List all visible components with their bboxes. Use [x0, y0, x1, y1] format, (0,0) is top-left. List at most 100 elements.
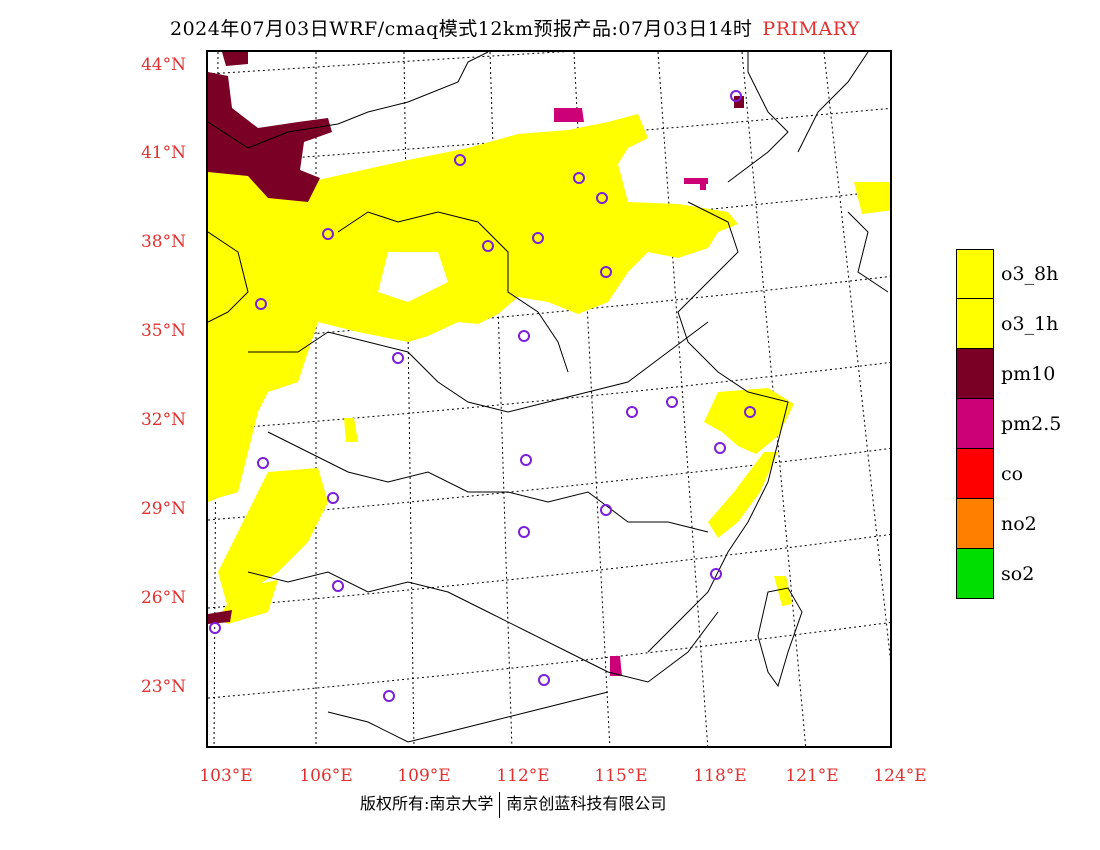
o3-sichuan — [218, 468, 328, 608]
lat-line-41 — [208, 107, 890, 165]
map-panel[interactable] — [206, 50, 892, 748]
lat-line-29 — [208, 448, 890, 521]
station-marker — [538, 674, 550, 686]
station-marker — [573, 172, 585, 184]
pm25-guangdong — [610, 656, 622, 676]
legend-swatch — [956, 549, 994, 599]
pm25-areas — [554, 108, 708, 676]
pm10-areas — [208, 52, 744, 624]
legend-item-pm10: pm10 — [956, 349, 1061, 399]
border-south — [247, 571, 719, 683]
station-marker — [518, 526, 530, 538]
o3-korea-patch — [854, 182, 890, 214]
lon-label-109: 109°E — [397, 766, 451, 786]
station-marker — [600, 266, 612, 278]
station-marker — [744, 406, 756, 418]
station-marker — [383, 690, 395, 702]
pm10-yunnan — [208, 610, 232, 624]
pollutant-legend: o3_8h o3_1h pm10 pm2.5 co no2 so2 — [956, 249, 1061, 599]
pm10-top — [222, 52, 248, 66]
lat-label-32: 32°N — [140, 410, 186, 430]
copyright-right: 南京创蓝科技有限公司 — [506, 794, 667, 813]
pm10-liaoning — [734, 96, 744, 108]
station-marker — [322, 228, 334, 240]
lon-label-124: 124°E — [873, 766, 927, 786]
o3-yunnan-patch — [218, 580, 278, 624]
station-marker — [255, 298, 267, 310]
legend-label: co — [1001, 463, 1024, 485]
pm25-bohai — [700, 180, 706, 190]
border-west — [208, 231, 249, 323]
pm10-inner-mongolia — [208, 72, 332, 202]
title-text: 2024年07月03日WRF/cmaq模式12km预报产品:07月03日14时 — [170, 18, 753, 40]
border-north — [208, 52, 489, 149]
legend-swatch — [956, 349, 994, 399]
lat-label-44: 44°N — [140, 55, 186, 75]
station-marker — [518, 330, 530, 342]
lon-line-124 — [823, 52, 890, 661]
station-marker — [257, 457, 269, 469]
station-marker — [532, 232, 544, 244]
legend-label: o3_1h — [1001, 313, 1059, 335]
legend-item-no2: no2 — [956, 499, 1061, 549]
legend-swatch — [956, 249, 994, 299]
station-marker — [482, 240, 494, 252]
o3-areas — [208, 114, 890, 624]
station-marker — [596, 192, 608, 204]
legend-label: pm2.5 — [1001, 413, 1062, 435]
o3-small-patch — [344, 418, 358, 442]
legend-item-o3-1h: o3_1h — [956, 299, 1061, 349]
footer-divider — [499, 791, 501, 818]
pm25-north — [554, 108, 584, 122]
clean-pocket — [378, 252, 448, 302]
lat-line-35 — [208, 275, 890, 343]
station-marker — [714, 442, 726, 454]
lat-label-35: 35°N — [140, 321, 186, 341]
lat-line-44 — [208, 52, 566, 75]
primary-tag: PRIMARY — [762, 18, 860, 40]
border-river — [248, 321, 709, 413]
lat-label-29: 29°N — [140, 499, 186, 519]
lon-label-115: 115°E — [594, 766, 648, 786]
o3-north-plain — [208, 114, 738, 502]
station-marker — [392, 352, 404, 364]
legend-item-pm25: pm2.5 — [956, 399, 1061, 449]
boundaries — [208, 52, 889, 743]
station-marker — [454, 154, 466, 166]
station-marker — [332, 580, 344, 592]
lon-label-118: 118°E — [693, 766, 747, 786]
station-marker — [730, 90, 742, 102]
taiwan — [757, 587, 803, 688]
legend-item-so2: so2 — [956, 549, 1061, 599]
coastline-east — [647, 201, 789, 653]
legend-swatch — [956, 299, 994, 349]
station-marker — [209, 622, 221, 634]
lat-label-41: 41°N — [140, 143, 186, 163]
station-marker — [520, 454, 532, 466]
border-korea — [797, 52, 869, 153]
copyright-footer: 版权所有:南京大学 南京创蓝科技有限公司 — [360, 790, 666, 818]
border-south-central — [267, 431, 709, 533]
lon-line-118 — [657, 52, 709, 746]
legend-label: o3_8h — [1001, 263, 1059, 285]
lat-label-23: 23°N — [140, 677, 186, 697]
lat-line-38 — [208, 189, 890, 253]
border-northeast — [727, 52, 789, 183]
copyright-left: 版权所有:南京大学 — [360, 794, 494, 813]
o3-taiwan-patch — [774, 576, 792, 606]
legend-swatch — [956, 449, 994, 499]
station-marker — [666, 396, 678, 408]
station-marker — [626, 406, 638, 418]
lat-line-26 — [208, 534, 890, 609]
lon-label-106: 106°E — [299, 766, 353, 786]
lat-label-38: 38°N — [140, 232, 186, 252]
coastline-south — [327, 691, 609, 743]
lon-label-121: 121°E — [785, 766, 839, 786]
map-title: 2024年07月03日WRF/cmaq模式12km预报产品:07月03日14时 P… — [170, 14, 860, 41]
o3-zhejiang-coast — [708, 452, 778, 538]
forecast-map — [208, 52, 890, 746]
lat-line-23 — [208, 622, 890, 699]
o3-yangtze-delta — [704, 388, 794, 454]
legend-item-o3-8h: o3_8h — [956, 249, 1061, 299]
station-marker — [710, 568, 722, 580]
